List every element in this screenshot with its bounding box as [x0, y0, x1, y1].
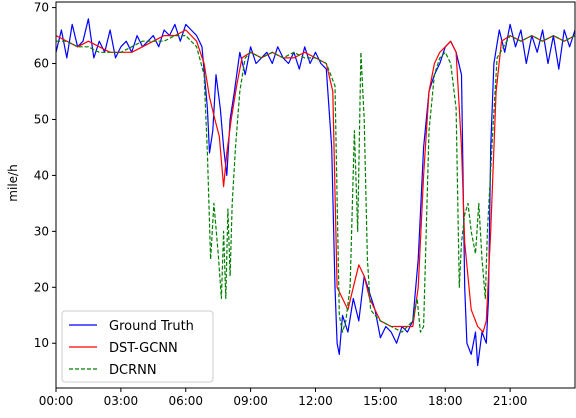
x-axis: 00:00 03:00 06:00 09:00 12:00 15:00 18:00 21:00	[39, 388, 528, 408]
x-tick-label: 15:00	[363, 394, 398, 408]
series-line-ground-truth	[56, 18, 575, 367]
series-line-dcrnn	[56, 35, 575, 333]
series-line-dst-gcnn	[56, 29, 575, 333]
x-tick-label: 00:00	[39, 394, 74, 408]
y-tick-label: 70	[34, 1, 49, 15]
x-tick-label: 06:00	[168, 394, 203, 408]
x-tick-label: 09:00	[233, 394, 268, 408]
legend: Ground Truth DST-GCNN DCRNN	[61, 310, 214, 383]
y-tick-label: 40	[34, 168, 49, 182]
legend-box	[61, 310, 214, 383]
series-layer	[56, 18, 575, 367]
x-tick-label: 21:00	[493, 394, 528, 408]
y-axis: 10 20 30 40 50 60 70	[34, 1, 56, 350]
x-tick-label: 12:00	[298, 394, 333, 408]
y-tick-label: 10	[34, 336, 49, 350]
y-tick-label: 20	[34, 280, 49, 294]
legend-label: Ground Truth	[109, 319, 194, 334]
y-tick-label: 50	[34, 112, 49, 126]
x-tick-label: 18:00	[428, 394, 463, 408]
y-axis-title: mile/h	[6, 164, 20, 201]
x-tick-label: 03:00	[104, 394, 139, 408]
legend-label: DST-GCNN	[109, 341, 178, 356]
y-tick-label: 60	[34, 57, 49, 71]
legend-label: DCRNN	[109, 363, 157, 378]
y-tick-label: 30	[34, 224, 49, 238]
